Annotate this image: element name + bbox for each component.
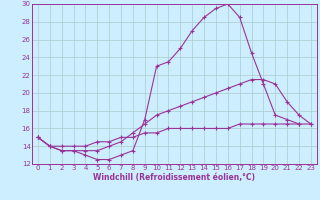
X-axis label: Windchill (Refroidissement éolien,°C): Windchill (Refroidissement éolien,°C) (93, 173, 255, 182)
